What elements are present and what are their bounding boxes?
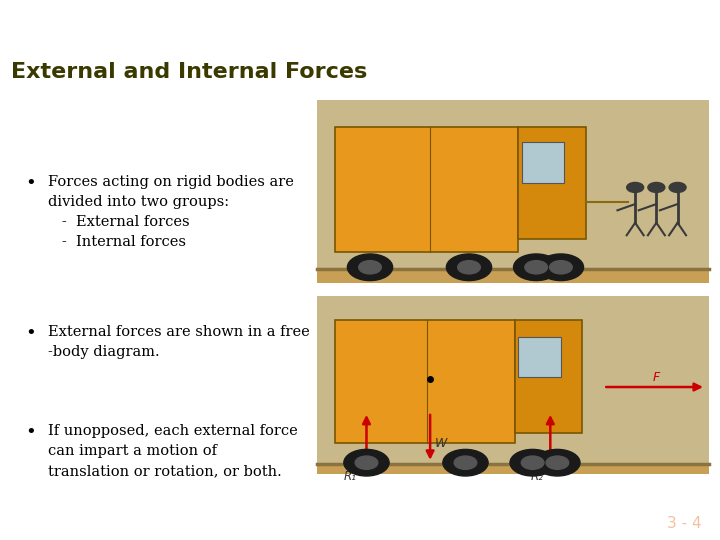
Circle shape	[355, 456, 378, 469]
Text: ›: ›	[5, 328, 8, 338]
Text: If unopposed, each external force
can impart a motion of
translation or rotation: If unopposed, each external force can im…	[48, 424, 298, 478]
Circle shape	[510, 449, 555, 476]
Text: Forces acting on rigid bodies are
divided into two groups:
   -  External forces: Forces acting on rigid bodies are divide…	[48, 175, 294, 249]
Text: •: •	[26, 424, 37, 442]
Bar	[518, 127, 585, 239]
Circle shape	[344, 449, 389, 476]
Circle shape	[446, 254, 492, 281]
Circle shape	[458, 261, 480, 274]
Text: ‹: ‹	[5, 287, 8, 296]
Circle shape	[546, 456, 569, 469]
Circle shape	[648, 183, 665, 192]
Circle shape	[443, 449, 488, 476]
Text: R₂: R₂	[531, 470, 544, 483]
Text: W: W	[435, 437, 447, 450]
Bar	[522, 141, 564, 183]
Circle shape	[535, 449, 580, 476]
Circle shape	[347, 254, 392, 281]
Text: •: •	[26, 325, 37, 343]
Circle shape	[521, 456, 544, 469]
Text: External forces are shown in a free
-body diagram.: External forces are shown in a free -bod…	[48, 325, 310, 359]
Bar	[518, 337, 561, 376]
Text: 3 - 4: 3 - 4	[667, 516, 702, 531]
Bar	[335, 127, 518, 252]
Bar	[317, 100, 709, 283]
Circle shape	[539, 254, 583, 281]
Circle shape	[626, 183, 644, 192]
Bar	[317, 295, 709, 474]
Text: ⌂: ⌂	[4, 204, 9, 213]
Bar	[317, 268, 709, 283]
Bar	[317, 464, 709, 474]
Text: External and Internal Forces: External and Internal Forces	[11, 62, 367, 82]
Text: F: F	[653, 370, 660, 384]
Bar	[335, 321, 515, 443]
Text: Vector Mechanics for Engineers:  Statics: Vector Mechanics for Engineers: Statics	[11, 12, 675, 39]
Text: •: •	[26, 175, 37, 193]
Circle shape	[513, 254, 559, 281]
Text: «: «	[4, 245, 9, 254]
Circle shape	[525, 261, 547, 274]
Circle shape	[454, 456, 477, 469]
Bar	[515, 320, 582, 433]
Circle shape	[359, 261, 382, 274]
Text: »: »	[4, 370, 9, 379]
Circle shape	[549, 261, 572, 274]
Circle shape	[669, 183, 686, 192]
Text: R₁: R₁	[344, 470, 356, 483]
